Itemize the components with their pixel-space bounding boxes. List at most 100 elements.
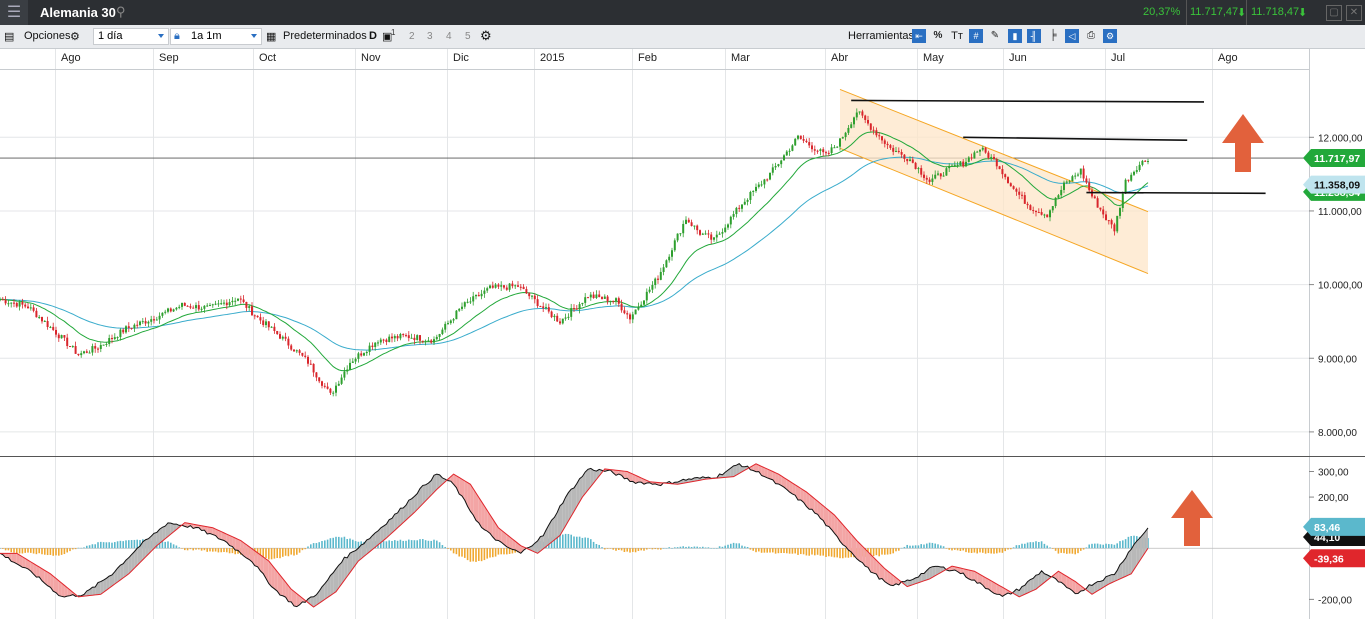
histogram-bar [128,540,130,549]
save-preset-icon[interactable]: ▣ [382,31,393,43]
preset-slot[interactable]: 4 [446,31,452,42]
candle-body [763,179,766,185]
preset-slot[interactable]: 5 [465,31,471,42]
candle-body [659,271,662,280]
candle-body [875,130,878,136]
close-icon[interactable]: ✕ [1346,5,1362,21]
gear-icon[interactable]: ⚙ [480,28,492,43]
histogram-bar [44,548,46,555]
price-chart[interactable]: Ago Sep Oct Nov Dic 2015 Feb Mar Abr May Jun Jul Ago… [0,49,1365,619]
interval-select[interactable]: 1 día [93,28,169,45]
tag-icon[interactable]: ◁ [1065,29,1079,43]
macd-cloud [1128,549,1132,576]
histogram-bar [301,548,304,551]
macd-cloud [540,535,544,552]
percent-toggle[interactable]: % [933,30,943,41]
macd-cloud [579,476,583,502]
candle-body [917,168,920,170]
macd-cloud [1125,552,1129,577]
candle-body [1029,205,1032,211]
indicator-add-icon[interactable]: ⇤ [912,29,926,43]
macd-cloud [408,498,412,518]
grid-icon[interactable]: # [969,29,983,43]
histogram-bar [130,540,133,549]
presets-menu[interactable]: Predeterminados [283,30,367,42]
search-icon[interactable]: ⚲ [116,4,126,19]
macd-cloud [411,496,415,515]
macd-cloud [366,538,370,555]
histogram-bar [279,548,281,559]
candle-body [80,353,83,356]
candle-body [693,225,696,227]
macd-cloud [70,589,73,596]
histogram-bar [170,542,172,549]
histogram-bar [111,542,113,549]
candle-body [494,284,497,288]
histogram-bar [676,547,679,549]
macd-cloud [1136,538,1140,566]
tools-menu[interactable]: Herramientas [848,30,915,42]
histogram-bar [766,548,768,553]
gear-icon[interactable]: ⚙ [70,31,80,43]
candle-body [864,115,867,120]
preset-slot[interactable]: 3 [427,31,433,42]
candle-body [606,296,609,302]
calendar-icon[interactable]: ▦ [266,31,277,43]
candle-body [609,300,612,302]
histogram-bar [447,548,449,549]
macd-cloud [288,585,292,602]
candle-body [881,136,883,141]
preset-d[interactable]: D [369,30,377,42]
histogram-bar [30,548,32,553]
histogram-bar [394,540,396,549]
preset-slot[interactable]: 1 [391,28,396,37]
histogram-bar [665,548,668,549]
draw-tool-icon[interactable]: ✎ [990,30,1000,41]
maximize-icon[interactable]: ▢ [1326,5,1342,21]
histogram-bar [763,548,766,553]
histogram-bar [954,548,956,550]
preset-slot[interactable]: 2 [409,31,415,42]
candle-body [906,158,909,162]
candle-body [561,318,564,324]
bar-chart-icon[interactable]: ╢ [1027,29,1041,43]
print-icon[interactable]: ⎙ [1087,30,1095,41]
macd-cloud [285,582,289,602]
macd-cloud [859,543,863,563]
candlesticks [0,108,1149,397]
line-chart-icon[interactable]: ╞ [1049,30,1057,41]
macd-cloud [1120,561,1123,579]
candlestick-icon[interactable]: ▮ [1008,29,1022,43]
range-select[interactable]: 🔒︎ 1a 1m [170,28,262,45]
candle-body [1026,203,1029,206]
macd-cloud [980,574,983,586]
macd-cloud [1122,558,1126,578]
histogram-bar [276,548,278,559]
histogram-bar [108,542,110,549]
macd-cloud [806,491,810,510]
histogram-bar [618,548,620,550]
macd-cloud [380,526,384,543]
settings-icon[interactable]: ⚙ [1103,29,1117,43]
ask-price[interactable]: 11.718,47 [1251,6,1300,18]
macd-cloud [11,553,14,563]
macd-cloud [406,500,409,521]
histogram-bar [1021,543,1023,549]
histogram-bar [380,540,382,549]
chart-list-icon[interactable]: ▤ [4,31,15,43]
histogram-bar [749,548,752,550]
bid-price[interactable]: 11.717,47 [1190,6,1239,18]
text-tool[interactable]: Tт [951,30,963,42]
macd-cloud [938,566,941,575]
histogram-bar [842,548,844,559]
hamburger-icon[interactable]: ☰ [0,0,28,25]
macd-cloud [126,557,129,576]
macd-cloud [235,538,238,551]
macd-cloud [266,558,269,584]
histogram-bar [839,548,841,559]
options-menu[interactable]: Opciones [24,30,71,42]
histogram-bar [934,543,936,549]
macd-cloud [246,544,250,560]
histogram-bar [1119,541,1121,549]
macd-cloud [1089,584,1092,595]
